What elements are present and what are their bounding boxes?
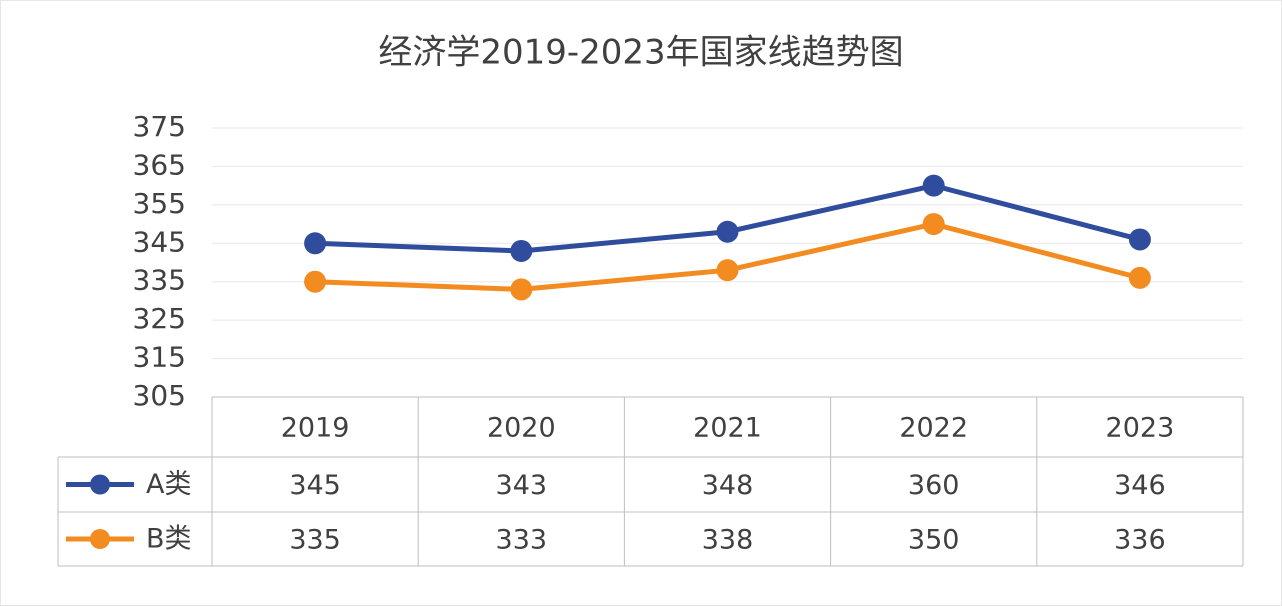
data-point <box>304 270 327 293</box>
data-point <box>1128 266 1151 289</box>
data-point <box>716 259 739 282</box>
x-tick-label: 2020 <box>487 413 556 444</box>
x-tick-label: 2019 <box>281 413 350 444</box>
table-value: 338 <box>702 525 754 556</box>
data-point <box>304 232 327 255</box>
table-value: 348 <box>702 470 754 501</box>
table-value: 343 <box>496 470 548 501</box>
data-point <box>716 220 739 243</box>
y-tick-label: 315 <box>133 341 186 374</box>
legend-marker <box>90 529 110 549</box>
y-tick-label: 355 <box>133 187 186 220</box>
data-point <box>922 213 945 236</box>
y-tick-label: 325 <box>133 302 186 335</box>
y-tick-label: 305 <box>133 379 186 412</box>
legend-marker <box>90 474 110 495</box>
x-tick-label: 2023 <box>1106 413 1175 444</box>
table-value: 336 <box>1114 525 1166 556</box>
y-tick-label: 365 <box>133 148 186 181</box>
y-tick-label: 345 <box>133 225 186 258</box>
legend-label: B类 <box>146 524 192 555</box>
y-tick-label: 335 <box>133 264 186 297</box>
table-value: 360 <box>908 470 960 501</box>
x-tick-label: 2021 <box>693 413 762 444</box>
table-value: 345 <box>289 470 341 501</box>
table-value: 350 <box>908 525 960 556</box>
table-value: 335 <box>289 525 341 556</box>
data-point <box>1128 228 1151 251</box>
table-value: 346 <box>1114 470 1166 501</box>
data-point <box>922 174 945 197</box>
x-tick-label: 2022 <box>899 413 968 444</box>
data-point <box>510 278 533 301</box>
chart-title: 经济学2019-2023年国家线趋势图 <box>378 33 903 73</box>
y-tick-label: 375 <box>133 110 186 143</box>
table-value: 333 <box>496 525 548 556</box>
legend-label: A类 <box>146 469 191 500</box>
data-point <box>510 239 533 262</box>
